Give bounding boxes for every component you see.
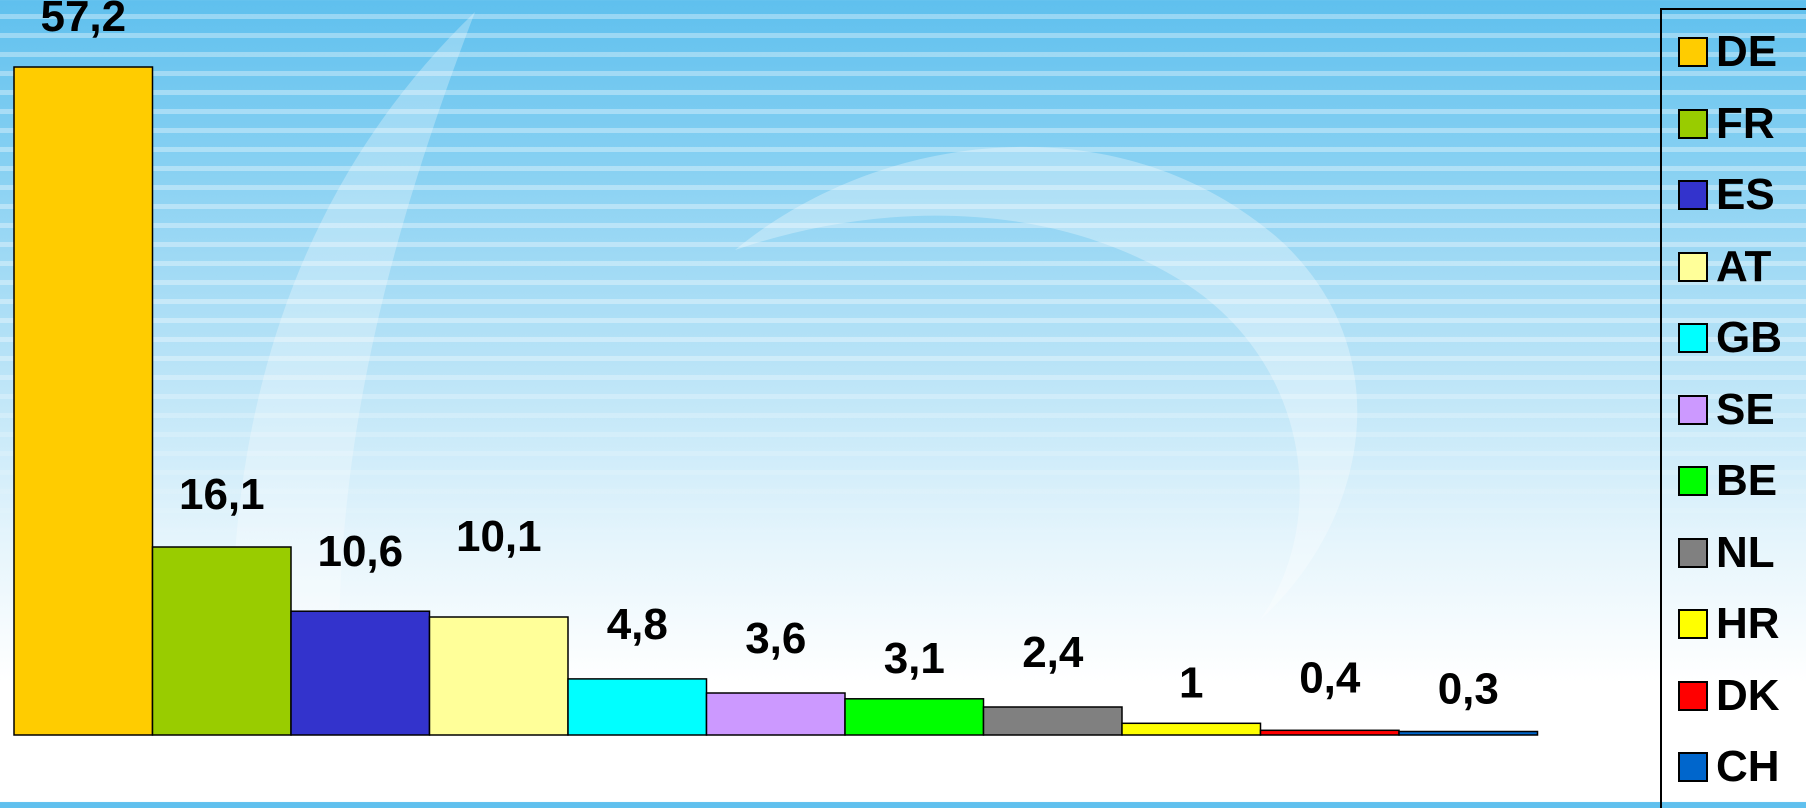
bar-dk [1259,729,1400,736]
legend-label: BE [1716,456,1778,505]
legend: DE FR ES AT GB SE BE NL HR DK CH [1660,8,1806,808]
legend-swatch [1678,680,1708,711]
value-label-hr: 1 [1179,658,1203,707]
bar-fr [151,546,292,736]
legend-swatch [1678,323,1708,353]
bar-be [844,698,985,736]
bar-hr [1121,722,1262,736]
legend-swatch [1678,394,1708,425]
legend-label: HR [1716,599,1780,648]
legend-label: FR [1716,98,1775,148]
legend-swatch [1678,251,1708,282]
legend-label: SE [1716,384,1775,434]
value-label-gb: 4,8 [607,600,668,649]
value-label-dk: 0,4 [1299,653,1361,702]
legend-swatch [1678,537,1708,568]
bar-at [428,616,569,736]
bar-nl [982,706,1123,736]
legend-item-hr: HR [1678,600,1780,648]
bars-group [13,66,1539,736]
legend-label: DK [1716,670,1780,720]
value-label-se: 3,6 [745,614,806,663]
value-label-de: 57,2 [40,0,126,41]
legend-item-dk: DK [1678,672,1780,720]
legend-label: GB [1716,313,1782,362]
legend-swatch [1678,466,1708,496]
legend-item-de: DE [1678,28,1777,76]
legend-item-at: AT [1678,243,1771,291]
bar-de [13,66,154,736]
legend-item-gb: GB [1678,314,1782,362]
value-label-es: 10,6 [317,527,403,576]
legend-item-es: ES [1678,171,1775,219]
value-label-ch: 0,3 [1438,665,1499,714]
legend-label: CH [1716,742,1780,791]
legend-item-fr: FR [1678,100,1775,148]
legend-item-se: SE [1678,386,1775,434]
legend-item-nl: NL [1678,529,1775,577]
legend-swatch [1678,180,1708,210]
legend-swatch [1678,108,1708,139]
value-label-fr: 16,1 [179,470,265,519]
legend-label: AT [1716,241,1772,291]
legend-swatch [1678,609,1708,639]
legend-swatch [1678,37,1708,67]
bar-chart: 57,2 16,1 10,6 10,1 4,8 3,6 3,1 2,4 1 0,4 0,3 [13,0,1539,736]
bar-se [705,692,846,736]
legend-label: DE [1716,27,1778,76]
value-label-be: 3,1 [884,634,945,683]
legend-label: NL [1716,527,1775,577]
value-label-nl: 2,4 [1022,628,1084,677]
bar-gb [567,678,708,736]
legend-item-be: BE [1678,457,1777,505]
background-stripes [0,0,1806,560]
legend-item-ch: CH [1678,743,1780,791]
bar-es [290,610,431,736]
legend-swatch [1678,752,1708,782]
bar-ch [1398,730,1539,736]
legend-label: ES [1716,170,1775,219]
value-labels-group: 57,2 16,1 10,6 10,1 4,8 3,6 3,1 2,4 1 0,4 0,3 [40,0,1498,714]
value-label-at: 10,1 [456,512,542,561]
